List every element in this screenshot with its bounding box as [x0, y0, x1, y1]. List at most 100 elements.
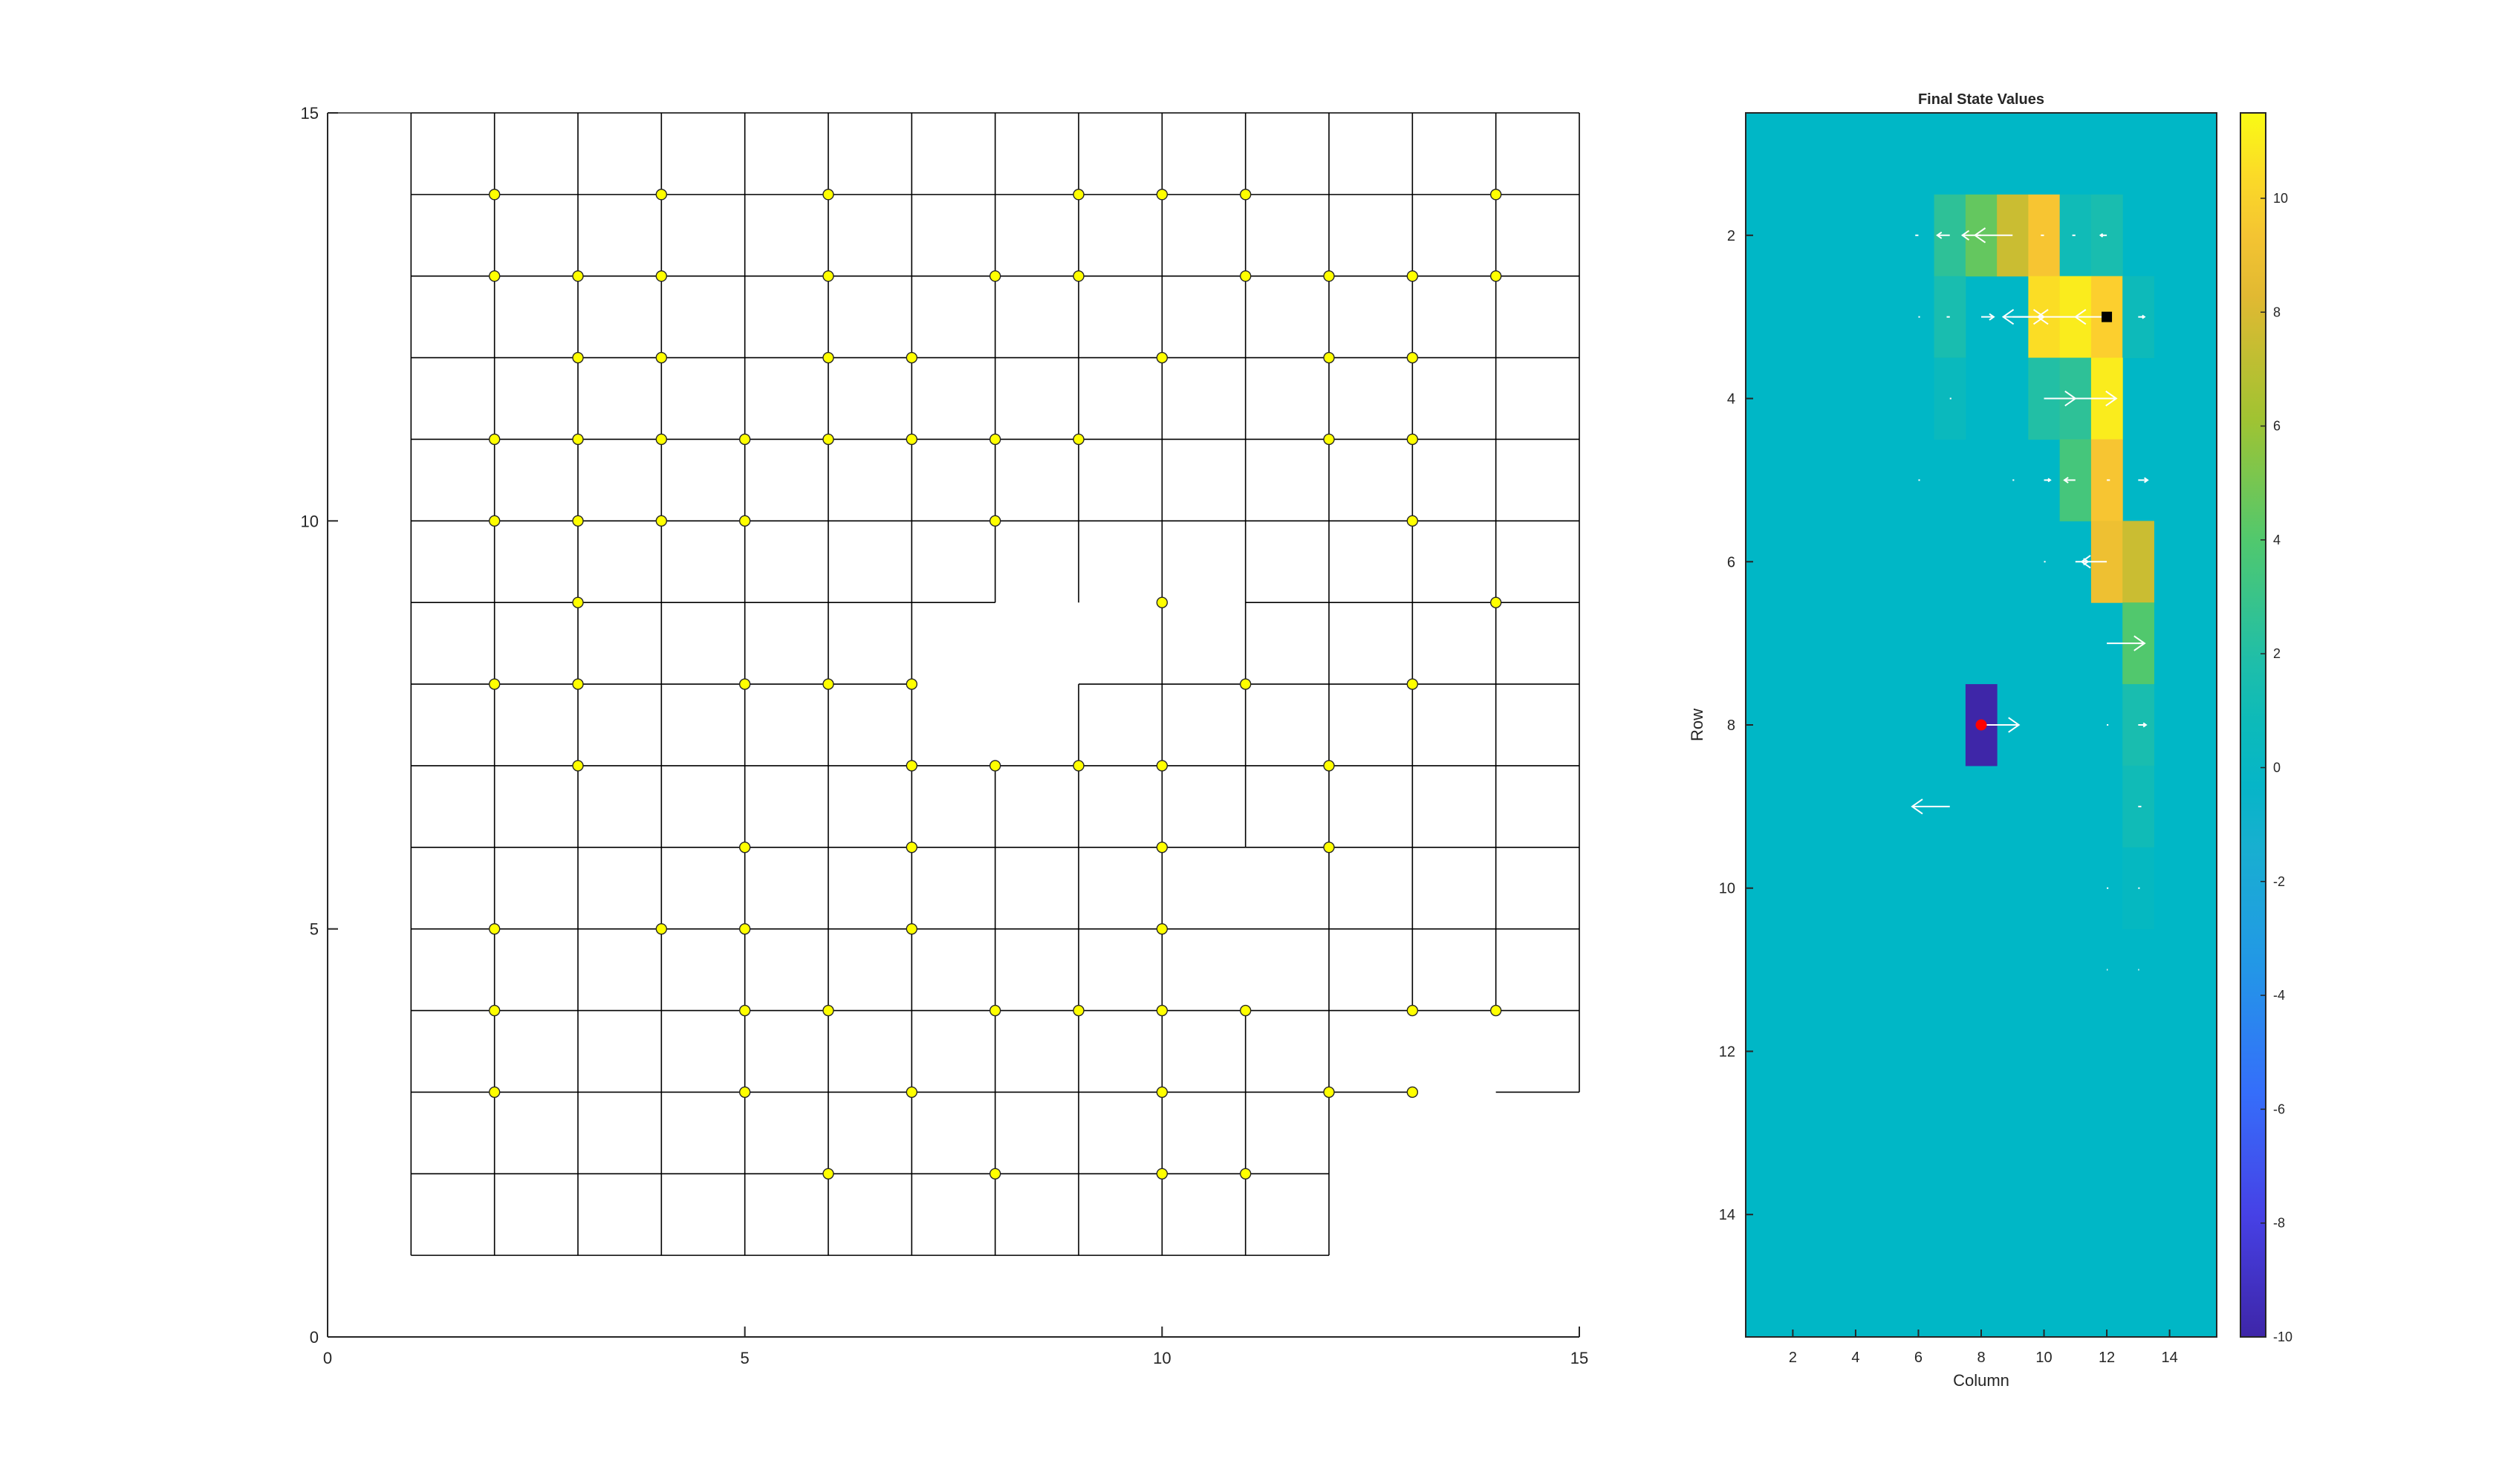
colorbar-tick-label: 0	[2273, 760, 2281, 775]
colorbar-tick-label: 4	[2273, 533, 2281, 547]
maze-point	[989, 760, 1001, 772]
heatmap-plot: Final State Values Column Row 2 4 6 8 10 12 14 2 4 6…	[1688, 91, 2292, 1390]
policy-arrow-head	[2142, 641, 2146, 646]
maze-x-tick-label: 5	[741, 1349, 750, 1367]
maze-point	[1323, 433, 1335, 446]
maze-point	[822, 270, 834, 282]
maze-point	[738, 922, 751, 935]
heatmap-ylabel: Row	[1688, 709, 1706, 741]
maze-point	[1073, 433, 1085, 446]
policy-arrow	[2075, 390, 2118, 407]
maze-point	[1406, 433, 1419, 446]
colorbar-tick-label: -2	[2273, 874, 2285, 889]
policy-arrow	[1981, 313, 1995, 321]
policy-arrow	[1981, 717, 2021, 733]
policy-arrow-head	[1911, 798, 1923, 815]
maze-point	[1406, 515, 1419, 527]
maze-point	[655, 433, 668, 446]
policy-arrow-head	[2063, 476, 2069, 484]
heatmap-title: Final State Values	[1918, 91, 2044, 108]
policy-arrow	[1936, 231, 1950, 239]
maze-point	[1489, 1004, 1502, 1017]
maze-point	[1406, 1086, 1419, 1099]
heatmap-y-tick-label: 4	[1727, 391, 1735, 408]
maze-point	[1073, 270, 1085, 282]
heatmap-cell	[2059, 194, 2092, 277]
maze-point	[1489, 596, 1502, 608]
policy-arrow	[2036, 309, 2076, 325]
heatmap-y-tick-label: 14	[1719, 1207, 1735, 1223]
maze-point	[1323, 760, 1335, 772]
colorbar-tick-label: -10	[2273, 1330, 2292, 1344]
heatmap-y-tick-label: 12	[1719, 1044, 1735, 1060]
maze-point	[906, 760, 918, 772]
maze-point	[738, 1004, 751, 1017]
policy-arrow-head	[2047, 478, 2052, 483]
policy-arrow	[2074, 309, 2107, 325]
policy-arrow-head	[2080, 555, 2091, 569]
maze-point	[906, 351, 918, 364]
maze-point	[1156, 1086, 1169, 1099]
policy-arrow-head	[2008, 717, 2021, 733]
maze-point	[1406, 270, 1419, 282]
heatmap-x-tick-label: 14	[2161, 1350, 2177, 1366]
maze-point	[906, 1086, 918, 1099]
maze-point	[655, 189, 668, 201]
maze-y-tick-label: 10	[301, 512, 319, 530]
colorbar-tick-label: -4	[2273, 988, 2285, 1003]
colorbar-tick-label: 10	[2273, 191, 2288, 206]
colorbar	[2240, 112, 2266, 1338]
policy-arrow	[2063, 476, 2076, 484]
policy-arrow-head	[2142, 314, 2146, 319]
maze-point	[572, 433, 584, 446]
maze-point	[822, 1004, 834, 1017]
heatmap-cell	[1934, 276, 1966, 359]
maze-point	[1239, 1004, 1252, 1017]
maze-point	[572, 596, 584, 608]
heatmap-x-tick-label: 2	[1789, 1350, 1797, 1366]
heatmap-x-tick-label: 12	[2099, 1350, 2115, 1366]
maze-x-tick-label: 15	[1570, 1349, 1588, 1367]
maze-point	[1156, 842, 1169, 853]
heatmap-x-tick-label: 8	[1977, 1350, 1985, 1366]
maze-point	[1156, 1168, 1169, 1179]
policy-arrow	[1973, 227, 2013, 244]
maze-point	[1073, 1004, 1085, 1017]
maze-x-tick-label: 0	[323, 1349, 332, 1367]
policy-arrow	[2138, 722, 2148, 728]
maze-point	[488, 922, 501, 935]
maze-x-tick-label: 10	[1153, 1349, 1171, 1367]
policy-arrow-head	[2074, 309, 2087, 325]
maze-point	[572, 678, 584, 690]
maze-point	[822, 433, 834, 446]
policy-arrow	[1911, 798, 1950, 815]
maze-point	[488, 270, 501, 282]
maze-point	[906, 678, 918, 690]
maze-point	[822, 678, 834, 690]
maze-point	[738, 1086, 751, 1099]
maze-point	[822, 351, 834, 364]
maze-point	[1156, 351, 1169, 364]
maze-point	[488, 433, 501, 446]
heatmap-xlabel: Column	[1953, 1371, 2009, 1390]
maze-point	[1239, 189, 1252, 201]
heatmap-y-tick-label: 2	[1727, 228, 1735, 244]
policy-arrow	[2138, 314, 2146, 319]
policy-arrow-head	[1973, 227, 1986, 244]
maze-point	[488, 678, 501, 690]
colorbar-tick-label: 2	[2273, 646, 2281, 661]
maze-point	[822, 189, 834, 201]
maze-point	[655, 270, 668, 282]
maze-point	[1323, 351, 1335, 364]
heatmap-y-tick-label: 10	[1719, 881, 1735, 897]
maze-point	[655, 351, 668, 364]
maze-point	[1489, 189, 1502, 201]
heatmap-x-tick-label: 6	[1914, 1350, 1923, 1366]
maze-point	[1156, 596, 1169, 608]
maze-point	[572, 270, 584, 282]
heatmap-y-tick-label: 8	[1727, 717, 1735, 734]
maze-point	[488, 1086, 501, 1099]
maze-y-tick-label: 0	[310, 1328, 319, 1347]
maze-y-tick-label: 15	[301, 104, 319, 123]
